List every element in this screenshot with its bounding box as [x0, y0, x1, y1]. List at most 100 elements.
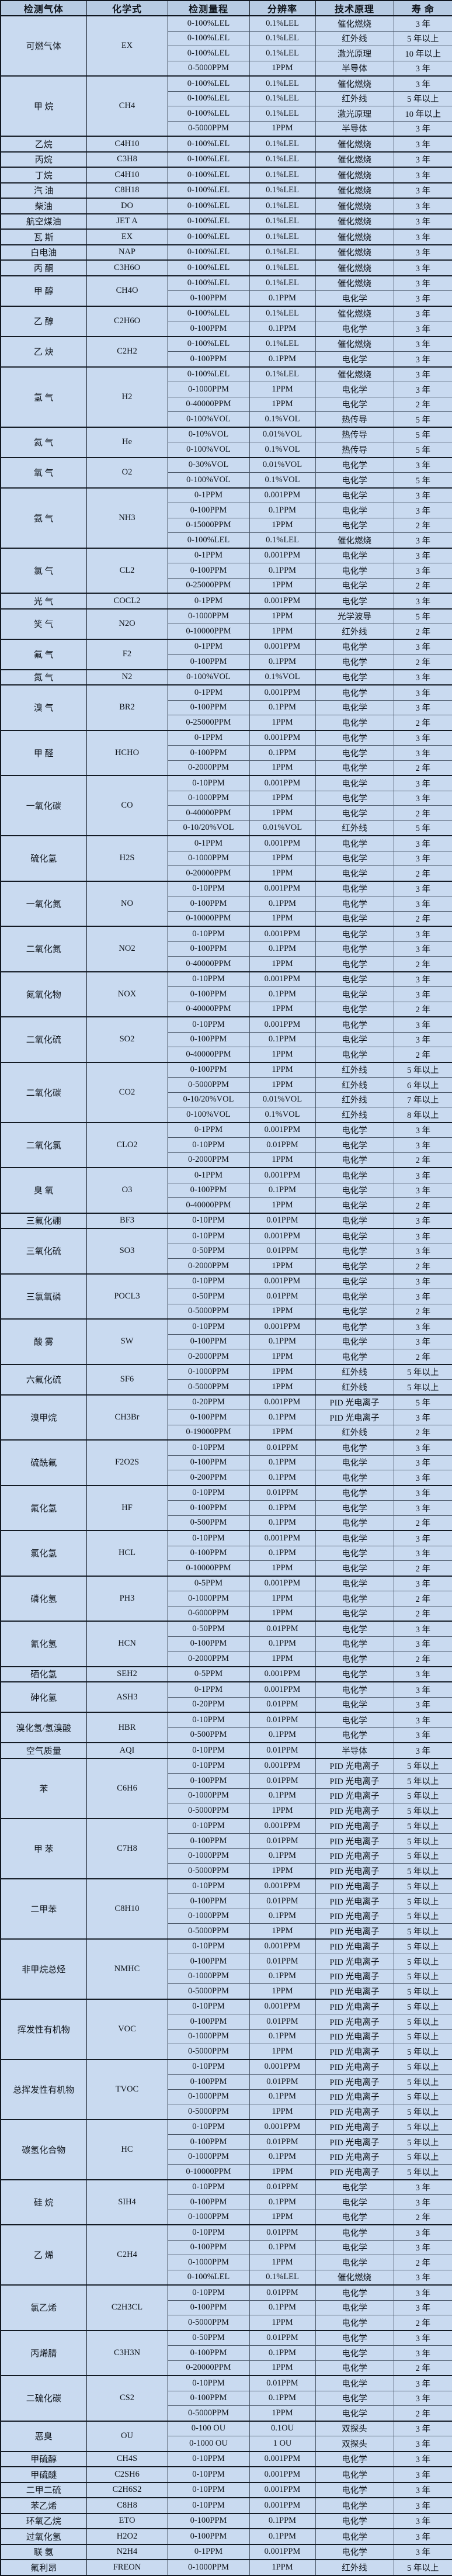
lifetime-cell: 3 年: [393, 75, 452, 92]
table-row: 0-500PPM 0.1PPM 电化学 3 年: [1, 1727, 452, 1743]
table-row: 硫酰氟 F2O2S 0-10PPM 0.01PPM 电化学 3 年: [0, 1439, 452, 1486]
range-cell: 0-10PPM: [167, 1318, 250, 1335]
range-cell: 0-1PPM: [167, 487, 250, 503]
resolution-cell: 0.1PPM: [249, 2149, 316, 2165]
resolution-cell: 1PPM: [249, 1197, 316, 1213]
gas-name-cell: 恶臭: [0, 2420, 87, 2452]
gas-name-cell: 氯 气: [0, 547, 87, 594]
table-row: 0-100PPM 0.01PPM PID 光电离子 5 年以上: [1, 1954, 452, 1969]
resolution-cell: 0.001PPM: [249, 1228, 316, 1244]
range-cell: 0-100PPM: [167, 941, 250, 957]
principle-cell: 电化学: [315, 1349, 394, 1365]
principle-cell: 热传导: [315, 426, 394, 442]
range-cell: 0-1000PPM: [167, 2209, 250, 2225]
table-row: 0-1000PPM 0.1PPM PID 光电离子 5 年以上: [1, 2089, 452, 2104]
principle-cell: 红外线: [315, 1379, 394, 1395]
lifetime-cell: 10 年以上: [393, 106, 452, 122]
table-row: 0-100%LEL 0.1%LEL 催化燃烧 3 年: [1, 532, 452, 548]
formula-cell: SO3: [86, 1228, 168, 1274]
principle-cell: 电化学: [315, 1666, 394, 1682]
table-row: 甲 苯 C7H8 0-10PPM 0.001PPM PID 光电离子 5 年以上: [0, 1817, 452, 1879]
formula-cell: C8H18: [86, 182, 168, 199]
gas-name-cell: 白电油: [0, 244, 87, 261]
resolution-cell: 0.1PPM: [249, 1968, 316, 1984]
principle-cell: 催化燃烧: [315, 305, 394, 321]
column-header-2: 检测量程: [167, 0, 250, 16]
resolution-cell: 1PPM: [249, 805, 316, 821]
table-row: 氢 气 H2 0-100%LEL 0.1%LEL 催化燃烧 3 年: [0, 366, 452, 427]
formula-cell: DO: [86, 198, 168, 214]
range-cell: 0-5000PPM: [167, 2405, 250, 2421]
lifetime-cell: 5 年以上: [393, 1938, 452, 1954]
formula-cell: C4H10: [86, 167, 168, 183]
gas-name-cell: 溴化氢/氢溴酸: [0, 1712, 87, 1743]
resolution-cell: 0.1PPM: [249, 1908, 316, 1924]
formula-cell: NAP: [86, 244, 168, 261]
lifetime-cell: 3 年: [393, 2224, 452, 2241]
range-cell: 0-100%LEL: [167, 275, 250, 291]
range-cell: 0-50PPM: [167, 2329, 250, 2346]
range-cell: 0-100PPM: [167, 2390, 250, 2406]
table-row: 酸 雾 SW 0-10PPM 0.001PPM 电化学 3 年: [0, 1318, 452, 1365]
lifetime-cell: 3 年: [393, 2345, 452, 2361]
lifetime-cell: 3 年: [393, 700, 452, 715]
table-row: 甲 醇 CH4O 0-100%LEL 0.1%LEL 催化燃烧 3 年: [0, 275, 452, 306]
range-cell: 0-100%LEL: [167, 198, 250, 214]
range-cell: 0-5000PPM: [167, 1863, 250, 1879]
resolution-cell: 0.1PPM: [249, 2239, 316, 2255]
resolution-cell: 0.01PPM: [249, 2329, 316, 2346]
principle-cell: 电化学: [315, 850, 394, 866]
range-cell: 0-100PPM: [167, 563, 250, 579]
table-row: 过氧化氢 H2O2 0-100PPM 0.1PPM 电化学 3 年: [0, 2528, 452, 2544]
resolution-cell: 0.1PPM: [249, 745, 316, 761]
resolution-cell: 1PPM: [249, 1363, 316, 1380]
resolution-cell: 1PPM: [249, 790, 316, 806]
lifetime-cell: 3 年: [393, 167, 452, 183]
lifetime-cell: 2 年: [393, 1001, 452, 1017]
lifetime-cell: 3 年: [393, 275, 452, 291]
resolution-cell: 0.1PPM: [249, 1515, 316, 1531]
resolution-cell: 1PPM: [249, 850, 316, 866]
formula-cell: SO2: [86, 1016, 168, 1062]
lifetime-cell: 3 年: [393, 382, 452, 397]
table-row: 0-200PPM 0.1PPM 电化学 3 年: [1, 1470, 452, 1486]
table-row: 氟化氢 HF 0-10PPM 0.01PPM 电化学 3 年: [0, 1484, 452, 1531]
table-row: 甲 醛 HCHO 0-1PPM 0.001PPM 电化学 3 年: [0, 729, 452, 776]
table-row: 0-100PPM 0.1PPM 电化学 3 年: [1, 2345, 452, 2361]
table-row: 总挥发性有机物 TVOC 0-10PPM 0.001PPM PID 光电离子 5 年以上: [0, 2058, 452, 2120]
lifetime-cell: 2 年: [393, 715, 452, 730]
table-row: 六氟化硫 SF6 0-1000PPM 1PPM 红外线 5 年以上: [0, 1363, 452, 1395]
lifetime-cell: 3 年: [393, 1470, 452, 1486]
lifetime-cell: 5 年以上: [393, 2104, 452, 2120]
principle-cell: 催化燃烧: [315, 259, 394, 276]
principle-cell: 电化学: [315, 926, 394, 942]
table-body: 可燃气体 EX 0-100%LEL 0.1%LEL 催化燃烧 3 年 0-100%LEL 0.…: [0, 15, 452, 2575]
resolution-cell: 1PPM: [249, 1001, 316, 1017]
table-row: 0-5000PPM 1PPM PID 光电离子 5 年以上: [1, 1863, 452, 1879]
principle-cell: 激光原理: [315, 46, 394, 61]
formula-cell: NO: [86, 880, 168, 927]
resolution-cell: 0.001PPM: [249, 1681, 316, 1698]
table-row: 0-100%LEL 0.1%LEL 催化燃烧 3 年: [1, 2269, 452, 2286]
table-row: 硒化氢 SEH2 0-5PPM 0.001PPM 电化学 3 年: [0, 1666, 452, 1682]
principle-cell: 电化学: [315, 638, 394, 655]
formula-cell: CH4O: [86, 275, 168, 306]
resolution-cell: 0.01PPM: [249, 1621, 316, 1637]
formula-cell: EX: [86, 228, 168, 245]
range-cell: 0-2000PPM: [167, 760, 250, 776]
lifetime-cell: 2 年: [393, 1560, 452, 1576]
table-row: 0-100PPM 0.1PPM 电化学 3 年: [1, 986, 452, 1002]
range-cell: 0-5PPM: [167, 1666, 250, 1682]
range-cell: 0-10PPM: [167, 926, 250, 942]
gas-name-cell: 溴甲烷: [0, 1394, 87, 1441]
resolution-cell: 1PPM: [249, 2104, 316, 2120]
gas-name-cell: 硫化氢: [0, 835, 87, 881]
resolution-cell: 1PPM: [249, 1983, 316, 1999]
table-row: 0-100PPM 0.1PPM 电化学 3 年: [1, 1334, 452, 1349]
resolution-cell: 0.01PPM: [249, 1484, 316, 1501]
formula-cell: SIH4: [86, 2179, 168, 2225]
formula-cell: HBR: [86, 1712, 168, 1743]
range-cell: 0-100PPM: [167, 896, 250, 912]
range-cell: 0-100%LEL: [167, 182, 250, 199]
resolution-cell: 1PPM: [249, 1863, 316, 1879]
